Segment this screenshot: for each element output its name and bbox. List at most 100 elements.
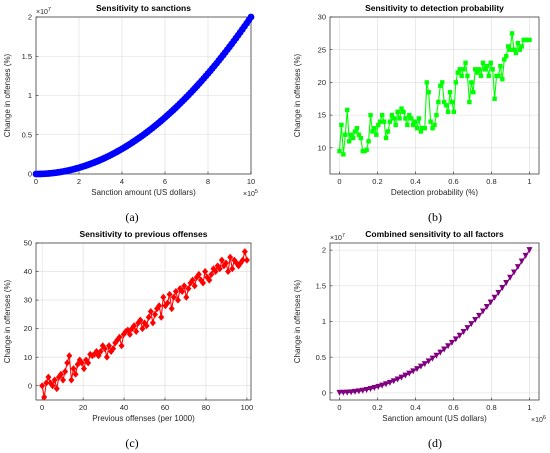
data-point-3: [343, 132, 348, 137]
data-point-31: [456, 332, 463, 339]
y-tick-label: 20: [318, 78, 326, 87]
data-point-81: [208, 270, 215, 278]
data-point-73: [478, 73, 484, 79]
data-point-25: [433, 352, 440, 359]
data-point-12: [64, 359, 71, 367]
data-point-78: [488, 60, 493, 65]
data-point-53: [149, 319, 156, 327]
data-point-60: [164, 299, 171, 307]
y-axis-label: Change in offenses (%): [3, 53, 12, 137]
chart-detection-probability: Sensitivity to detection probability 0 0.2…: [293, 3, 540, 197]
data-point-10: [60, 376, 67, 384]
data-point-82: [210, 265, 217, 273]
x-tick-label: 8: [206, 177, 210, 186]
data-point-48: [139, 325, 146, 333]
x-axis-label: Sanction amount (US dollars): [91, 188, 196, 197]
data-point-37: [479, 308, 486, 315]
data-point-43: [503, 279, 510, 286]
x-tick-label: 40: [120, 403, 128, 412]
data-point-5: [346, 139, 352, 144]
data-point-88: [223, 259, 230, 267]
data-point-10: [356, 132, 362, 137]
data-point-3: [45, 373, 52, 381]
data-point-58: [449, 99, 455, 105]
data-point-29: [448, 339, 455, 346]
data-point-11: [358, 135, 364, 141]
data-point-8: [367, 386, 374, 393]
data-point-42: [418, 129, 424, 134]
x-tick-label: 0.6: [448, 403, 458, 412]
data-point-5: [49, 382, 56, 390]
data-point-22: [379, 112, 385, 118]
data-point-34: [403, 116, 408, 121]
data-point-67: [179, 288, 186, 296]
data-point-98: [243, 256, 250, 264]
data-point-15: [394, 376, 401, 383]
data-point-2: [43, 379, 50, 387]
data-point-61: [455, 70, 460, 75]
data-point-13: [66, 352, 73, 360]
data-point-18: [372, 126, 377, 131]
data-point-54: [151, 310, 158, 318]
x-tick-label: 20: [79, 403, 87, 412]
data-point-97: [241, 248, 248, 256]
data-point-16: [72, 370, 79, 378]
data-point-78: [202, 268, 209, 276]
data-point-34: [468, 321, 475, 328]
data-point-60: [453, 80, 459, 85]
data-point-28: [97, 347, 104, 355]
data-point-26: [387, 119, 393, 124]
data-point-42: [126, 330, 133, 338]
data-point-35: [472, 317, 479, 324]
chart-title: Sensitivity to previous offenses: [79, 229, 207, 239]
data-point-51: [436, 99, 441, 105]
data-point-73: [191, 282, 198, 290]
data-point-48: [522, 252, 529, 259]
data-point-27: [389, 112, 395, 118]
y-tick-label: 0: [322, 388, 326, 397]
data-point-55: [154, 305, 161, 313]
data-point-37: [409, 116, 414, 121]
y-tick-label: 0: [28, 170, 32, 179]
data-point-43: [128, 325, 135, 333]
x-tick-label: 0.6: [448, 177, 458, 186]
data-point-25: [385, 129, 391, 134]
chart-title: Combined sensitivity to all factors: [365, 229, 504, 239]
data-point-20: [376, 122, 381, 128]
data-point-2: [341, 152, 346, 157]
data-point-47: [518, 258, 525, 265]
caption-a: (a): [125, 210, 139, 224]
data-point-4: [352, 388, 359, 395]
y-tick-label: 30: [318, 13, 326, 22]
data-point-68: [469, 80, 474, 85]
y-tick-label: 1.5: [316, 281, 326, 290]
data-point-65: [463, 60, 468, 65]
data-point-6: [359, 387, 366, 394]
x-axis-label: Sanction amount (US dollars): [382, 414, 487, 423]
x-exponent-label: ×105: [243, 189, 258, 198]
data-point-47: [137, 316, 144, 324]
x-tick-label: 4: [120, 177, 124, 186]
data-point-7: [350, 135, 356, 141]
x-tick-label: 0: [337, 403, 341, 412]
x-tick-label: 0.8: [486, 177, 496, 186]
data-point-40: [491, 294, 498, 301]
data-point-72: [476, 67, 482, 72]
y-tick-label: 0.5: [22, 130, 32, 139]
y-exponent-power: 7: [48, 7, 51, 13]
data-point-69: [183, 293, 190, 301]
data-point-77: [200, 279, 207, 287]
data-point-29: [393, 122, 398, 128]
data-point-21: [83, 356, 90, 364]
x-tick-label: 6: [163, 177, 167, 186]
x-tick-label: 0.8: [486, 403, 496, 412]
data-point-54: [441, 99, 447, 105]
data-point-39: [487, 299, 494, 306]
data-point-31: [397, 116, 402, 121]
data-point-23: [381, 119, 387, 124]
data-point-18: [406, 370, 413, 377]
data-point-51: [145, 313, 152, 321]
data-point-82: [496, 73, 501, 79]
data-point-44: [422, 126, 428, 131]
data-point-89: [509, 31, 515, 36]
